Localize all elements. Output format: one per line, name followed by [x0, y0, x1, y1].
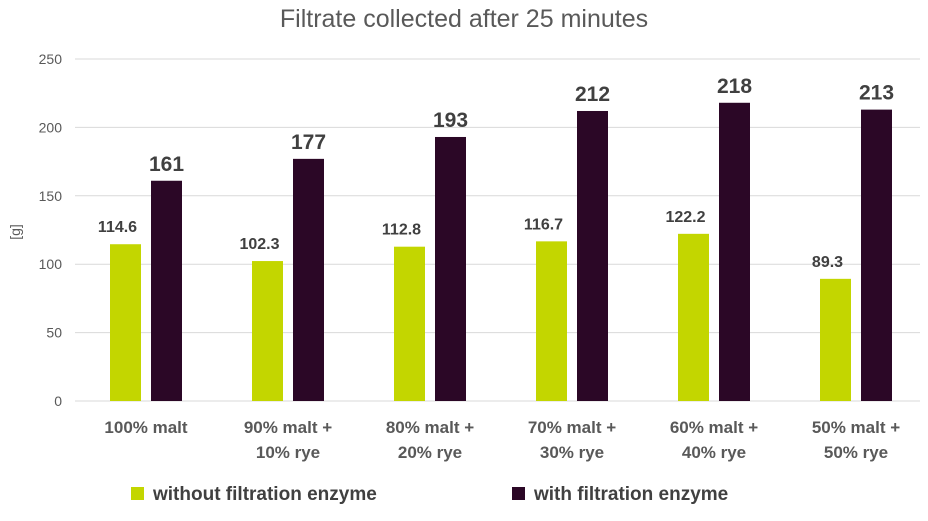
data-label: 212 — [575, 83, 610, 106]
y-tick-label: 250 — [39, 51, 63, 67]
data-label: 122.2 — [665, 209, 705, 226]
legend-label: without filtration enzyme — [152, 484, 377, 505]
legend-swatch — [512, 487, 525, 500]
data-labels: 114.6 102.3 112.8 116.7 122.2 89.3 161 177 193 21… — [98, 75, 894, 271]
gridlines — [75, 58, 920, 402]
y-tick-label: 200 — [39, 119, 63, 135]
x-tick-label: 10% rye — [256, 443, 320, 462]
bar — [861, 109, 892, 401]
legend-swatch — [131, 487, 144, 500]
x-tick-label: 50% rye — [824, 443, 888, 462]
y-axis-ticks: 0 50 100 150 200 250 — [39, 51, 63, 409]
x-tick-label: 60% malt + — [670, 418, 758, 437]
legend-label: with filtration enzyme — [533, 484, 728, 505]
bar — [252, 261, 283, 401]
x-tick-label: 40% rye — [682, 443, 746, 462]
data-label: 177 — [291, 131, 326, 154]
x-tick-label: 50% malt + — [812, 418, 900, 437]
x-tick-label: 90% malt + — [244, 418, 332, 437]
x-tick-label: 20% rye — [398, 443, 462, 462]
data-label: 116.7 — [524, 216, 563, 233]
bar — [719, 102, 750, 401]
x-axis-ticks: 100% malt 90% malt + 10% rye 80% malt + 20% … — [104, 418, 900, 462]
legend: without filtration enzyme with filtration… — [131, 484, 728, 505]
bar — [293, 158, 324, 401]
bar — [394, 246, 425, 401]
x-tick-label: 30% rye — [540, 443, 604, 462]
bar — [577, 110, 608, 401]
data-label: 112.8 — [382, 222, 421, 239]
x-tick-label: 100% malt — [104, 418, 187, 437]
data-label: 218 — [717, 75, 752, 98]
bars — [110, 102, 892, 401]
chart-title: Filtrate collected after 25 minutes — [280, 5, 648, 33]
data-label: 213 — [859, 82, 894, 105]
y-tick-label: 50 — [46, 325, 62, 341]
y-tick-label: 150 — [39, 188, 63, 204]
data-label: 193 — [433, 109, 468, 132]
y-tick-label: 100 — [39, 256, 63, 272]
bar — [435, 136, 466, 401]
bar — [820, 278, 851, 401]
bar — [536, 241, 567, 401]
y-tick-label: 0 — [54, 393, 62, 409]
data-label: 89.3 — [812, 254, 843, 271]
data-label: 102.3 — [239, 236, 279, 253]
x-tick-label: 70% malt + — [528, 418, 616, 437]
bar — [678, 233, 709, 401]
bar — [151, 180, 182, 401]
x-tick-label: 80% malt + — [386, 418, 474, 437]
y-axis-label: [g] — [7, 224, 23, 240]
bar — [110, 244, 141, 401]
data-label: 114.6 — [98, 219, 137, 236]
data-label: 161 — [149, 153, 184, 176]
